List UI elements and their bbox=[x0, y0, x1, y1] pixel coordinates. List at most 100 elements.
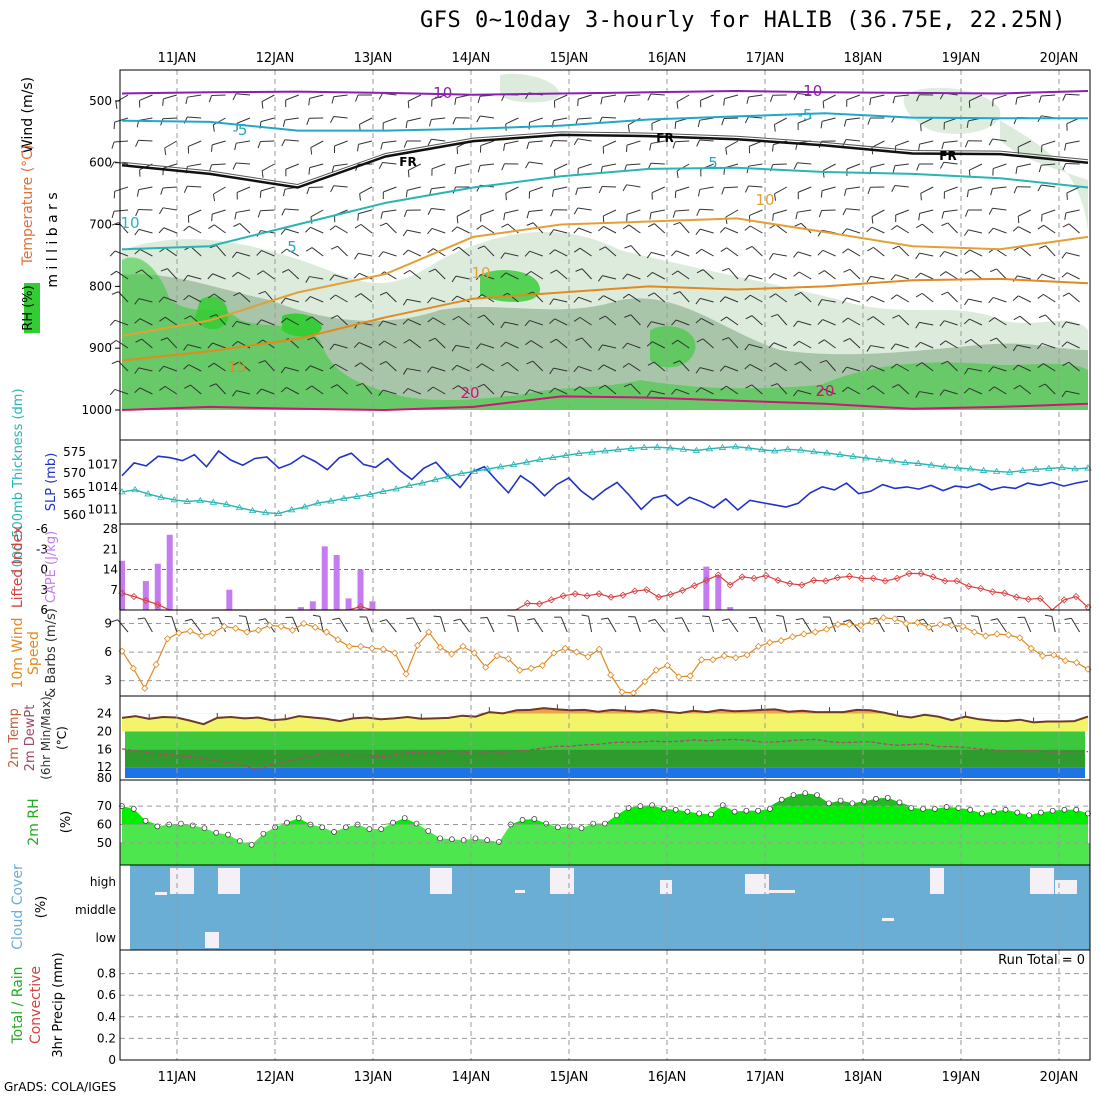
upper-wind-barb bbox=[215, 383, 226, 395]
upper-wind-barb bbox=[604, 384, 617, 395]
upper-wind-barb bbox=[941, 222, 949, 227]
wind-speed-marker bbox=[834, 620, 842, 629]
upper-wind-barb bbox=[871, 226, 885, 234]
upper-wind-barb bbox=[233, 361, 240, 366]
upper-wind-barb bbox=[821, 117, 836, 122]
upper-wind-barb bbox=[500, 272, 507, 278]
upper-wind-barb bbox=[599, 246, 606, 251]
upper-wind-barb bbox=[994, 317, 1007, 326]
upper-wind-barb bbox=[110, 161, 115, 169]
upper-wind-barb bbox=[748, 94, 763, 98]
upper-wind-barb bbox=[236, 209, 251, 213]
upper-wind-barb bbox=[455, 344, 470, 349]
surface-wind-barb bbox=[1070, 618, 1081, 633]
precip-axis-label-2: Convective bbox=[28, 966, 44, 1044]
upper-wind-barb bbox=[409, 339, 422, 349]
upper-wind-barb bbox=[627, 124, 630, 132]
upper-wind-barb bbox=[719, 365, 726, 372]
upper-wind-barb bbox=[358, 252, 373, 257]
upper-wind-barb bbox=[183, 186, 188, 193]
wind-speed-marker bbox=[175, 629, 183, 637]
upper-wind-barb bbox=[701, 248, 714, 257]
upper-wind-barb bbox=[994, 386, 1007, 395]
upper-wind-barb bbox=[1041, 209, 1056, 216]
upper-wind-barb bbox=[870, 345, 885, 349]
upper-wind-barb bbox=[626, 140, 641, 146]
upper-wind-barb bbox=[649, 212, 652, 220]
upper-wind-barb bbox=[870, 94, 885, 99]
lifted-index-marker bbox=[953, 577, 961, 585]
surface-wind-barb bbox=[977, 616, 983, 633]
upper-wind-barb bbox=[993, 227, 1007, 234]
upper-wind-barb bbox=[800, 222, 812, 234]
upper-wind-barb bbox=[504, 321, 519, 326]
upper-wind-barb bbox=[333, 116, 348, 119]
upper-wind-barb bbox=[233, 223, 240, 227]
cape-bar bbox=[715, 575, 722, 610]
upper-wind-barb bbox=[943, 140, 958, 143]
upper-wind-barb bbox=[677, 270, 690, 280]
upper-wind-barb bbox=[403, 140, 408, 148]
thickness-marker bbox=[731, 442, 740, 450]
upper-wind-barb bbox=[891, 185, 896, 192]
upper-wind-barb bbox=[988, 138, 993, 146]
upper-wind-barb bbox=[1065, 321, 1080, 326]
upper-wind-barb bbox=[286, 248, 300, 257]
upper-wind-barb bbox=[894, 185, 909, 188]
upper-wind-barb bbox=[451, 364, 458, 371]
upper-wind-barb bbox=[264, 360, 275, 372]
upper-wind-barb bbox=[724, 94, 739, 100]
upper-wind-barb bbox=[843, 338, 850, 342]
upper-wind-barb bbox=[1061, 390, 1067, 398]
upper-wind-barb bbox=[358, 209, 373, 215]
rh-tick-label: 50 bbox=[97, 836, 112, 850]
upper-wind-barb bbox=[800, 292, 812, 303]
cape-bar bbox=[321, 546, 328, 610]
upper-wind-barb bbox=[673, 221, 681, 226]
upper-wind-barb bbox=[1019, 384, 1032, 395]
upper-wind-barb bbox=[988, 297, 994, 304]
lifted-index-marker bbox=[643, 586, 651, 594]
upper-wind-barb bbox=[964, 269, 972, 275]
upper-wind-barb bbox=[431, 227, 446, 234]
upper-wind-barb bbox=[1019, 246, 1032, 257]
upper-wind-barb bbox=[675, 186, 690, 192]
upper-wind-barb bbox=[602, 275, 617, 280]
upper-wind-barb bbox=[846, 366, 861, 372]
upper-wind-barb bbox=[305, 276, 310, 283]
thickness-marker bbox=[562, 451, 570, 458]
upper-wind-barb bbox=[650, 140, 665, 144]
contour-label: 20 bbox=[815, 382, 834, 400]
upper-wind-barb bbox=[600, 97, 603, 105]
cape-bar bbox=[333, 555, 340, 610]
top-date-label: 19JAN bbox=[942, 51, 981, 66]
upper-wind-barb bbox=[674, 191, 677, 199]
upper-wind-barb bbox=[651, 321, 665, 326]
upper-wind-barb bbox=[1064, 212, 1067, 220]
wind-speed-marker bbox=[936, 620, 944, 629]
upper-wind-barb bbox=[964, 209, 969, 217]
upper-wind-barb bbox=[996, 337, 1007, 349]
upper-wind-barb bbox=[309, 163, 324, 169]
rh-point bbox=[602, 820, 608, 827]
thickness-tick-label: 560 bbox=[63, 508, 86, 522]
cape-bar bbox=[154, 563, 161, 610]
upper-wind-barb bbox=[793, 340, 800, 347]
upper-wind-barb bbox=[895, 140, 909, 147]
cloud-cover-bar bbox=[155, 892, 167, 895]
upper-wind-barb bbox=[969, 94, 983, 102]
upper-wind-barb bbox=[1061, 252, 1067, 259]
upper-wind-barb bbox=[504, 209, 519, 214]
upper-wind-barb bbox=[477, 96, 481, 104]
upper-wind-barb bbox=[721, 337, 729, 341]
upper-wind-barb bbox=[483, 383, 495, 395]
surface-wind-barb bbox=[459, 618, 471, 633]
upper-wind-barb bbox=[945, 271, 958, 280]
upper-wind-barb bbox=[843, 119, 847, 127]
thickness-marker bbox=[392, 485, 400, 492]
upper-wind-barb bbox=[603, 225, 617, 234]
pressure-tick-label: 800 bbox=[89, 279, 112, 293]
upper-wind-barb bbox=[646, 272, 653, 278]
upper-wind-barb bbox=[577, 186, 592, 189]
upper-wind-barb bbox=[1041, 94, 1056, 97]
